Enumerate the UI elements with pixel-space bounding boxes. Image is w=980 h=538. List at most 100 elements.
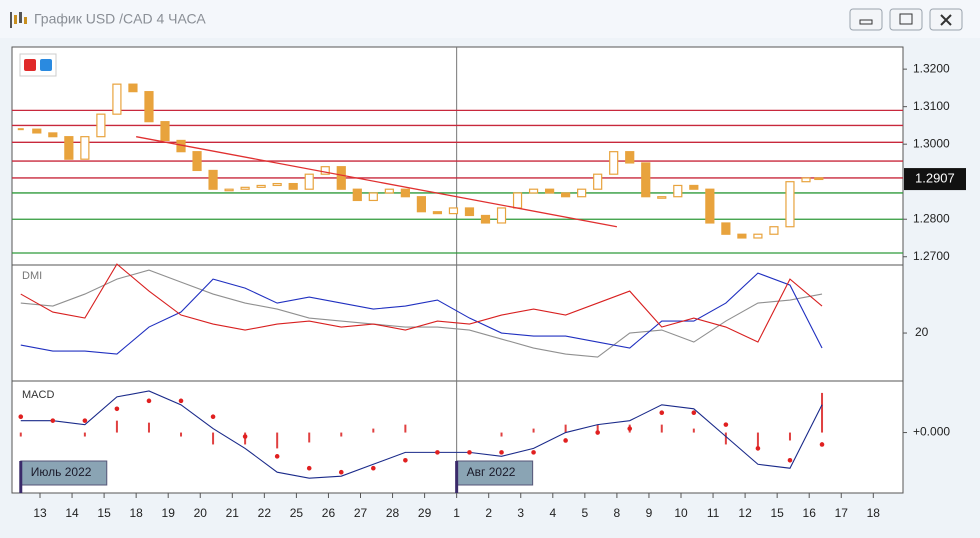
price-tick-label: 1.3100 — [913, 99, 950, 113]
candle — [512, 192, 523, 209]
signal-dot — [691, 410, 697, 416]
dmi-line — [20, 272, 823, 355]
signal-dot — [819, 442, 825, 447]
candle — [256, 184, 266, 188]
candle — [416, 196, 426, 213]
day-label: 19 — [162, 506, 176, 520]
month-box — [20, 460, 108, 486]
candle — [625, 151, 635, 164]
day-label: 26 — [322, 506, 336, 520]
candle — [705, 188, 715, 224]
candle — [480, 214, 491, 224]
day-label: 20 — [194, 506, 208, 520]
candle — [657, 196, 667, 199]
month-label: Июль 2022 — [31, 465, 92, 479]
candle — [721, 222, 731, 235]
month-label: Авг 2022 — [467, 465, 516, 479]
candle — [753, 233, 763, 239]
candle — [544, 188, 555, 194]
signal-dot — [18, 414, 24, 420]
restore-button[interactable] — [889, 8, 923, 31]
day-label: 29 — [418, 506, 432, 520]
signal-dot — [595, 430, 600, 435]
candle — [673, 184, 683, 198]
dmi-line — [20, 269, 823, 358]
candle — [304, 173, 314, 190]
day-label: 25 — [290, 506, 304, 520]
panel-label: DMI — [22, 270, 42, 282]
title-bar — [0, 0, 980, 38]
current-price-label: 1.2907 — [915, 171, 955, 186]
day-label: 15 — [97, 506, 111, 520]
candle — [368, 192, 378, 202]
candle — [528, 188, 539, 194]
price-tick-label: 1.3200 — [913, 61, 950, 75]
close-button[interactable] — [929, 8, 963, 31]
day-label: 16 — [803, 506, 817, 520]
candle — [593, 173, 603, 190]
day-label: 8 — [614, 506, 621, 520]
day-label: 22 — [258, 506, 272, 520]
candle — [48, 132, 58, 138]
macd-tick-label: +0.000 — [913, 425, 950, 439]
day-label: 18 — [867, 506, 881, 520]
candle — [785, 181, 795, 228]
candle — [769, 226, 779, 235]
day-label: 18 — [129, 506, 143, 520]
color-toggle[interactable] — [19, 53, 57, 77]
signal-dot — [306, 465, 312, 471]
candle — [144, 91, 154, 123]
candle — [320, 166, 330, 175]
candle — [689, 184, 699, 190]
candle — [352, 188, 362, 202]
candle — [112, 83, 122, 115]
signal-dot — [403, 458, 408, 463]
day-label: 9 — [646, 506, 653, 520]
candle — [208, 169, 218, 190]
candle — [272, 182, 282, 187]
macd-line — [20, 390, 823, 479]
app-icon — [10, 12, 27, 28]
day-label: 1 — [453, 506, 460, 520]
signal-dot — [274, 454, 280, 459]
signal-dot — [114, 406, 120, 412]
minimize-button[interactable] — [849, 8, 883, 31]
signal-dot — [755, 446, 761, 451]
candle — [432, 211, 443, 215]
day-label: 13 — [33, 506, 47, 520]
candle — [80, 136, 90, 160]
signal-dot — [146, 398, 152, 404]
signal-dot — [371, 465, 376, 471]
candle — [577, 188, 587, 198]
signal-dot — [82, 418, 88, 423]
day-label: 17 — [835, 506, 849, 520]
panel-label: MACD — [22, 389, 54, 401]
candle — [737, 233, 747, 239]
day-label: 15 — [770, 506, 784, 520]
candle — [64, 136, 74, 160]
day-label: 2 — [485, 506, 492, 520]
signal-dot — [723, 422, 729, 427]
candle — [384, 188, 394, 194]
candle — [496, 207, 507, 224]
candle — [240, 186, 250, 190]
signal-dot — [563, 438, 568, 443]
signal-dot — [627, 426, 633, 431]
candle — [801, 177, 811, 183]
signal-dot — [435, 450, 440, 455]
price-tick-label: 1.3000 — [913, 136, 950, 150]
candle — [400, 188, 410, 198]
candle — [814, 177, 824, 181]
candle — [32, 128, 42, 134]
dmi-line — [20, 263, 823, 343]
signal-dot — [787, 458, 793, 463]
price-tick-label: 1.2800 — [913, 211, 950, 225]
signal-dot — [210, 414, 216, 420]
candle — [641, 162, 651, 198]
candle — [464, 207, 475, 217]
day-label: 5 — [582, 506, 589, 520]
day-label: 3 — [517, 506, 524, 520]
candle — [336, 166, 346, 190]
window-title: График USD /CAD 4 ЧАСА — [34, 11, 206, 27]
